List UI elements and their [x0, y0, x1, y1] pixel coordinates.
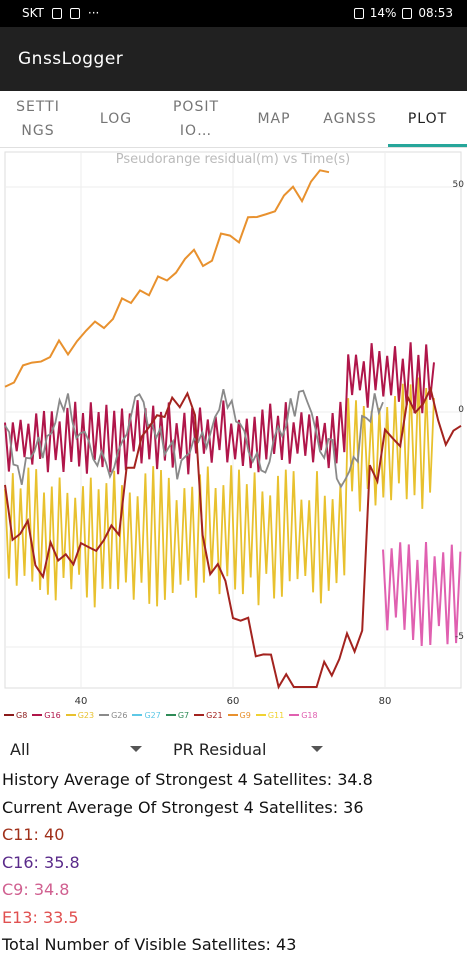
tab-log[interactable]: LOG: [76, 91, 156, 147]
tab-label: AGNSS: [323, 111, 377, 127]
series-line-g9: [4, 169, 330, 388]
legend-label: G18: [301, 710, 318, 720]
y-tick-label: 0: [458, 405, 464, 415]
residual-chart[interactable]: Pseudorange residual(m) vs Time(s) 40 60 80…: [0, 147, 467, 727]
total-visible: Total Number of Visible Satellites: 43: [2, 935, 297, 954]
satellite-c9: C9: 34.8: [2, 880, 70, 899]
current-average: Current Average Of Strongest 4 Satellite…: [2, 797, 364, 817]
legend-label: G21: [206, 710, 223, 720]
notification-icon: [51, 7, 62, 19]
tab-label: LOG: [99, 111, 133, 127]
series-line-g21: [4, 385, 462, 690]
y-tick-label: -5: [455, 632, 464, 642]
plot-type-select[interactable]: PR Residual: [173, 736, 323, 762]
legend-label: G7: [177, 710, 190, 720]
alert-icon: [69, 7, 80, 19]
legend-swatch: [132, 714, 143, 716]
series-line-g16: [4, 342, 435, 475]
battery-icon: [402, 7, 413, 19]
history-average: History Average of Strongest 4 Satellite…: [2, 770, 373, 789]
x-tick-label: 40: [75, 696, 88, 707]
tab-map[interactable]: MAP: [236, 91, 312, 147]
carrier-label: SKT: [22, 6, 44, 20]
clock: 08:53: [418, 6, 453, 20]
chart-legend: G8 G16 G23 G26 G27 G7 G21 G9 G11 G18: [4, 706, 467, 724]
y-tick-label: 50: [453, 180, 465, 190]
legend-item: G11: [255, 710, 285, 720]
x-tick-label: 60: [227, 696, 240, 707]
chevron-down-icon: [311, 746, 323, 752]
tab-bar: SETTI NGS LOG POSIT IO… MAP AGNSS PLOT: [0, 91, 467, 148]
satellite-c11: C11: 40: [2, 825, 65, 844]
legend-swatch: [99, 714, 110, 716]
x-tick-label: 80: [379, 696, 392, 707]
legend-label: G23: [77, 710, 95, 720]
satellite-stats: History Average of Strongest 4 Satellite…: [2, 766, 467, 959]
legend-item: G26: [99, 711, 127, 720]
app-bar: GnssLogger: [0, 27, 467, 91]
tab-settings[interactable]: SETTI NGS: [0, 91, 76, 147]
legend-label: G9: [239, 710, 251, 720]
tab-label: PLOT: [407, 111, 448, 127]
plot-area[interactable]: Pseudorange residual(m) vs Time(s) 40 60 80…: [0, 147, 467, 727]
legend-swatch: [289, 714, 300, 716]
legend-item: G27: [132, 710, 161, 720]
legend-item: G8: [4, 711, 27, 720]
tab-label: MAP: [257, 111, 291, 127]
constellation-select[interactable]: All: [10, 736, 145, 762]
satellite-c16: C16: 35.8: [2, 852, 80, 872]
legend-swatch: [194, 714, 205, 716]
legend-item: G23: [65, 710, 95, 720]
tab-label: SETTI NGS: [16, 99, 60, 139]
chevron-down-icon: [130, 746, 142, 752]
status-bar: SKT ··· 14% 08:53: [0, 0, 467, 27]
legend-label: G27: [144, 710, 161, 720]
legend-item: G21: [194, 710, 223, 720]
legend-swatch: [65, 714, 76, 716]
battery-label: 14%: [369, 6, 397, 20]
series-line-g23: [4, 377, 435, 608]
legend-swatch: [165, 714, 176, 716]
legend-swatch: [4, 714, 14, 716]
legend-swatch: [227, 714, 238, 716]
satellite-e13: E13: 33.5: [2, 907, 79, 927]
legend-label: G8: [16, 710, 28, 720]
tab-position[interactable]: POSIT IO…: [156, 91, 236, 147]
legend-item: G16: [32, 710, 61, 720]
legend-swatch: [32, 714, 43, 716]
series-line-g26: [4, 388, 384, 489]
series-line-g18: [382, 541, 462, 647]
legend-label: G11: [267, 710, 285, 720]
legend-label: G26: [111, 710, 128, 720]
chart-title: Pseudorange residual(m) vs Time(s): [116, 152, 351, 167]
tab-label: POSIT IO…: [172, 99, 220, 139]
legend-item: G9: [227, 710, 251, 720]
legend-item: G7: [165, 710, 190, 720]
plot-controls: All PR Residual: [0, 730, 467, 766]
more-notifications-icon: ···: [87, 6, 100, 20]
legend-label: G16: [44, 710, 61, 720]
plot-type-value: PR Residual: [173, 739, 267, 759]
legend-item: G18: [289, 710, 318, 720]
tab-indicator: [388, 144, 467, 147]
constellation-value: All: [10, 739, 30, 759]
app-title: GnssLogger: [18, 49, 124, 69]
legend-swatch: [255, 714, 266, 716]
tab-agnss[interactable]: AGNSS: [312, 91, 388, 147]
tab-plot[interactable]: PLOT: [388, 91, 467, 147]
signal-icon: [353, 7, 364, 19]
